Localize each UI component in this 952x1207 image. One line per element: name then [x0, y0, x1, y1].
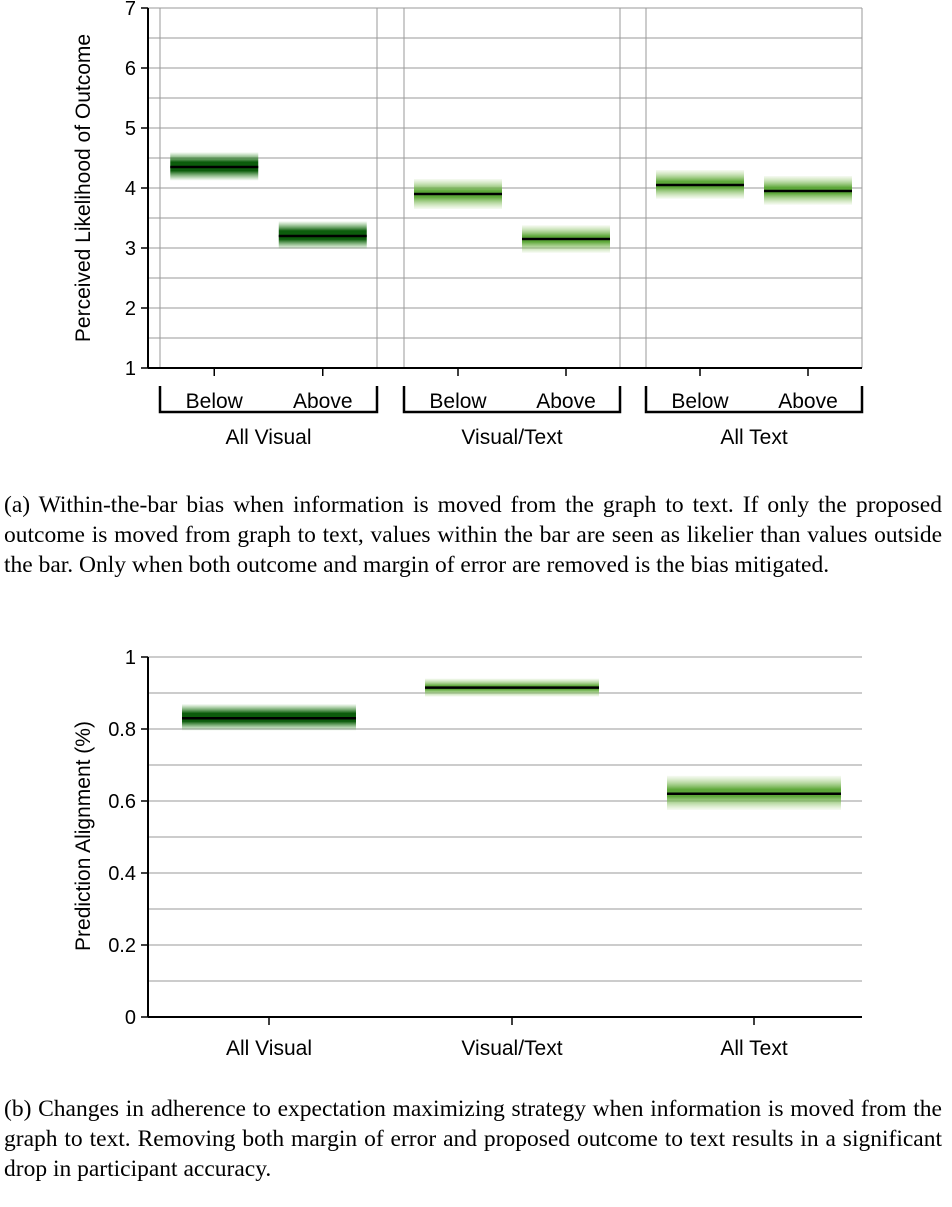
chart-b-y-tick-label: 0.2 [108, 935, 136, 957]
chart-a-group-label: Visual/Text [461, 426, 562, 449]
chart-a-category-label: Below [429, 390, 487, 413]
chart-a-y-axis-label: Perceived Likelihood of Outcome [72, 34, 95, 342]
chart-a-axes [141, 7, 864, 414]
chart-a-y-tick-label: 7 [125, 0, 136, 20]
chart-a-y-tick-label: 6 [125, 58, 136, 80]
chart-b-y-tick-label: 0 [125, 1007, 136, 1029]
chart-a-group-bracket [158, 386, 379, 414]
chart-b-prediction-alignment: 00.20.40.60.81 All Visual Visual/Text All … [72, 647, 862, 1060]
chart-b-category-label: All Text [720, 1037, 787, 1060]
chart-b-y-axis-label: Prediction Alignment (%) [72, 721, 95, 951]
chart-a-y-tick-label: 2 [125, 298, 136, 320]
chart-a-marks [170, 152, 852, 253]
chart-a-category-label: Below [671, 390, 729, 413]
chart-a-group-bracket [644, 386, 864, 414]
chart-b-category-label: All Visual [226, 1037, 312, 1060]
caption-a: (a) Within-the-bar bias when information… [4, 492, 942, 578]
chart-a-group-label: All Visual [226, 426, 312, 449]
chart-a-category-label: Below [186, 390, 244, 413]
chart-a-y-tick-labels: 1 2 3 4 5 6 7 [125, 0, 136, 380]
chart-b-y-tick-label: 0.6 [108, 791, 136, 813]
chart-b-y-tick-label: 0.8 [108, 719, 136, 741]
chart-a-y-tick-label: 4 [125, 178, 136, 200]
chart-b-gridlines [148, 656, 862, 982]
chart-b-marks [182, 678, 841, 810]
chart-b-x-labels: All Visual Visual/Text All Text [226, 1037, 788, 1060]
chart-a-y-tick-label: 3 [125, 238, 136, 260]
chart-b-y-tick-label: 0.4 [108, 863, 136, 885]
chart-a-y-tick-label: 5 [125, 118, 136, 140]
chart-a-gridlines [148, 7, 863, 368]
chart-a-group-bracket [402, 386, 622, 414]
chart-b-axes [141, 656, 862, 1025]
chart-a-category-label: Above [293, 390, 353, 413]
chart-a-category-label: Above [778, 390, 838, 413]
chart-a-group-label: All Text [720, 426, 787, 449]
caption-b: (b) Changes in adherence to expectation … [4, 1096, 942, 1182]
chart-b-y-tick-labels: 0 0.2 0.4 0.6 0.8 1 [108, 647, 136, 1029]
chart-a-category-label: Above [536, 390, 596, 413]
chart-a-x-labels: Below Above All Visual Below Above Visual/Tex… [186, 390, 838, 449]
chart-b-y-tick-label: 1 [125, 647, 136, 669]
chart-b-category-label: Visual/Text [461, 1037, 562, 1060]
chart-a-perceived-likelihood: 1 2 3 4 5 6 7 Below Above All Visual Below Above Vi… [72, 0, 864, 449]
chart-a-y-tick-label: 1 [125, 358, 136, 380]
